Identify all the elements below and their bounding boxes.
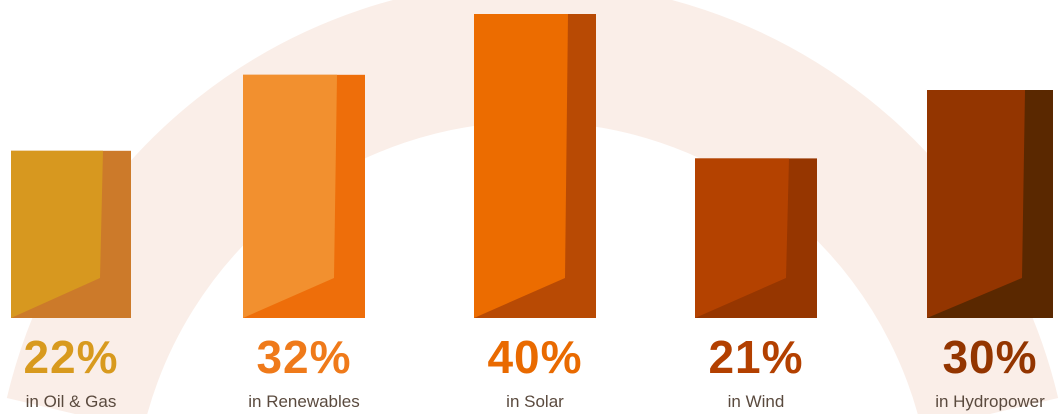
value-label: 22% — [23, 331, 119, 383]
category-label: in Solar — [506, 392, 564, 411]
bar-face — [474, 14, 568, 318]
bar-face — [243, 74, 337, 318]
bar-2 — [243, 74, 365, 318]
bar-face — [11, 150, 103, 318]
category-label: in Wind — [727, 392, 785, 411]
bar-4 — [695, 158, 817, 318]
value-label: 21% — [708, 331, 804, 383]
value-label: 40% — [487, 331, 583, 383]
bar-1 — [11, 150, 131, 318]
category-label: in Oil & Gas — [25, 392, 117, 411]
bar-5 — [927, 90, 1053, 318]
value-label: 30% — [942, 331, 1038, 383]
bar-face — [695, 158, 789, 318]
category-label: in Hydropower — [935, 392, 1045, 411]
bar-face — [927, 90, 1025, 318]
value-label: 32% — [256, 331, 352, 383]
category-label: in Renewables — [248, 392, 360, 411]
bar-3 — [474, 14, 596, 318]
